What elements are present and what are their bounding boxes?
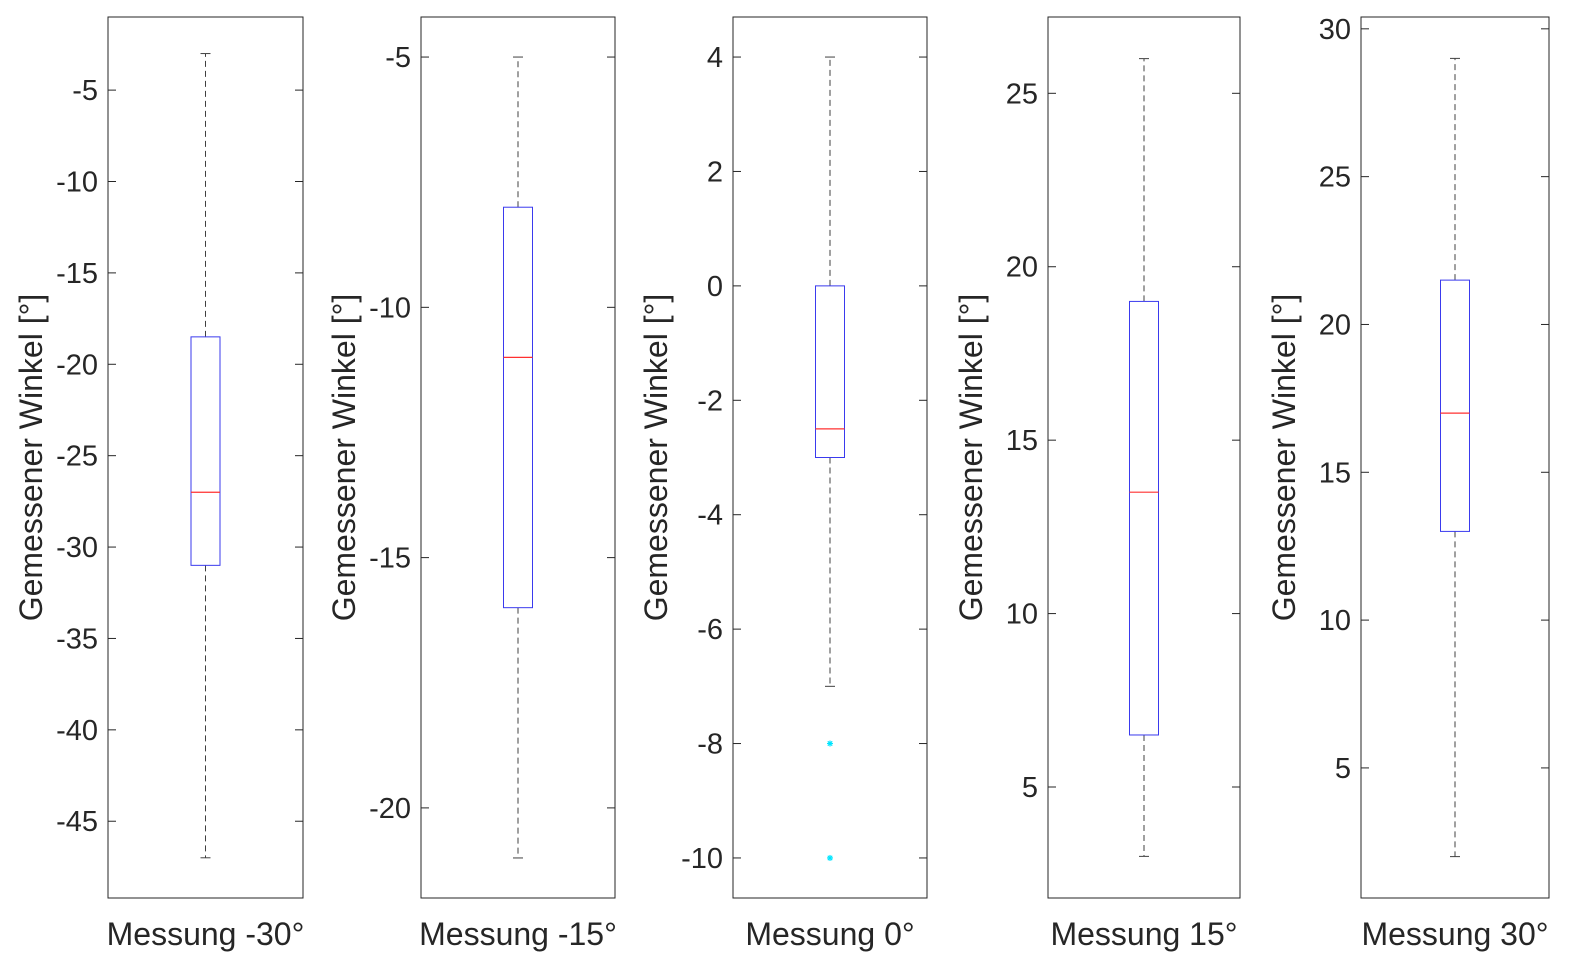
- y-tick-label: 20: [1006, 252, 1038, 284]
- y-tick-label: -45: [56, 806, 98, 838]
- y-tick-label: -15: [56, 258, 98, 290]
- axes-frame: [107, 16, 304, 899]
- y-tick-label: 10: [1319, 605, 1351, 637]
- boxplot-panel-4: 5 10 15 20 25 Gemessener Winkel [°] Messung 15…: [953, 16, 1241, 952]
- y-tick-label: 30: [1319, 14, 1351, 46]
- boxplot-panel-2: -20 -15 -10 -5 Gemessener Winkel [°] Messung …: [326, 16, 617, 952]
- y-axis-label: Gemessener Winkel [°]: [1266, 294, 1302, 622]
- y-tick-label: -10: [369, 292, 411, 324]
- iqr-box: [1129, 300, 1159, 736]
- x-category-label: Messung 30°: [1361, 916, 1548, 952]
- y-tick-label: 0: [707, 271, 723, 303]
- y-axis-label: Gemessener Winkel [°]: [953, 294, 989, 622]
- y-tick-label: -2: [697, 385, 723, 417]
- iqr-box: [503, 206, 533, 609]
- y-tick-label: 15: [1319, 457, 1351, 489]
- x-category-label: Messung -30°: [107, 916, 305, 952]
- y-tick-label: -5: [72, 75, 98, 107]
- iqr-box: [815, 285, 845, 458]
- x-category-label: Messung 15°: [1050, 916, 1237, 952]
- y-tick-label: 2: [707, 156, 723, 188]
- outlier-stroke: [827, 855, 833, 861]
- boxplot-panel-1: -45 -40 -35 -30 -25 -20 -15 -10 -5 Gemessener Win…: [13, 16, 305, 952]
- outlier-marker: [827, 740, 833, 747]
- axes-frame: [420, 16, 616, 899]
- y-tick-label: -5: [385, 42, 411, 74]
- x-category-label: Messung 0°: [745, 916, 914, 952]
- y-axis-label: Gemessener Winkel [°]: [326, 294, 362, 622]
- y-tick-label: 20: [1319, 309, 1351, 341]
- y-tick-label: -10: [56, 167, 98, 199]
- y-tick-label: 15: [1006, 425, 1038, 457]
- axes-frame: [1047, 16, 1241, 899]
- boxplot-panel-3: -10 -8 -6 -4 -2 0 2 4 Gemessener Winkel [°] Messu…: [638, 16, 928, 952]
- y-tick-label: -25: [56, 441, 98, 473]
- y-tick-label: -20: [56, 349, 98, 381]
- iqr-box: [1440, 279, 1470, 532]
- y-tick-label: -10: [681, 843, 723, 875]
- boxplot-panel-5: 5 10 15 20 25 30 Gemessener Winkel [°] Messung …: [1266, 14, 1550, 952]
- y-tick-label: -4: [697, 500, 723, 532]
- y-tick-label: -15: [369, 543, 411, 575]
- iqr-box: [190, 336, 221, 566]
- y-tick-label: -35: [56, 623, 98, 655]
- axes-frame: [732, 16, 928, 899]
- outlier-stroke: [827, 740, 833, 747]
- y-tick-label: 4: [707, 42, 723, 74]
- y-tick-label: -8: [697, 729, 723, 761]
- axes-frame: [1360, 16, 1550, 899]
- y-tick-label: 25: [1319, 162, 1351, 194]
- y-axis-label: Gemessener Winkel [°]: [638, 294, 674, 622]
- y-tick-label: 10: [1006, 599, 1038, 631]
- y-axis-label: Gemessener Winkel [°]: [13, 294, 49, 622]
- y-tick-label: -30: [56, 532, 98, 564]
- y-tick-label: 5: [1022, 772, 1038, 804]
- y-tick-label: -20: [369, 793, 411, 825]
- y-tick-label: 25: [1006, 78, 1038, 110]
- y-tick-label: 5: [1335, 753, 1351, 785]
- x-category-label: Messung -15°: [419, 916, 617, 952]
- y-tick-label: -40: [56, 715, 98, 747]
- y-tick-label: -6: [697, 614, 723, 646]
- outlier-marker: [827, 854, 833, 861]
